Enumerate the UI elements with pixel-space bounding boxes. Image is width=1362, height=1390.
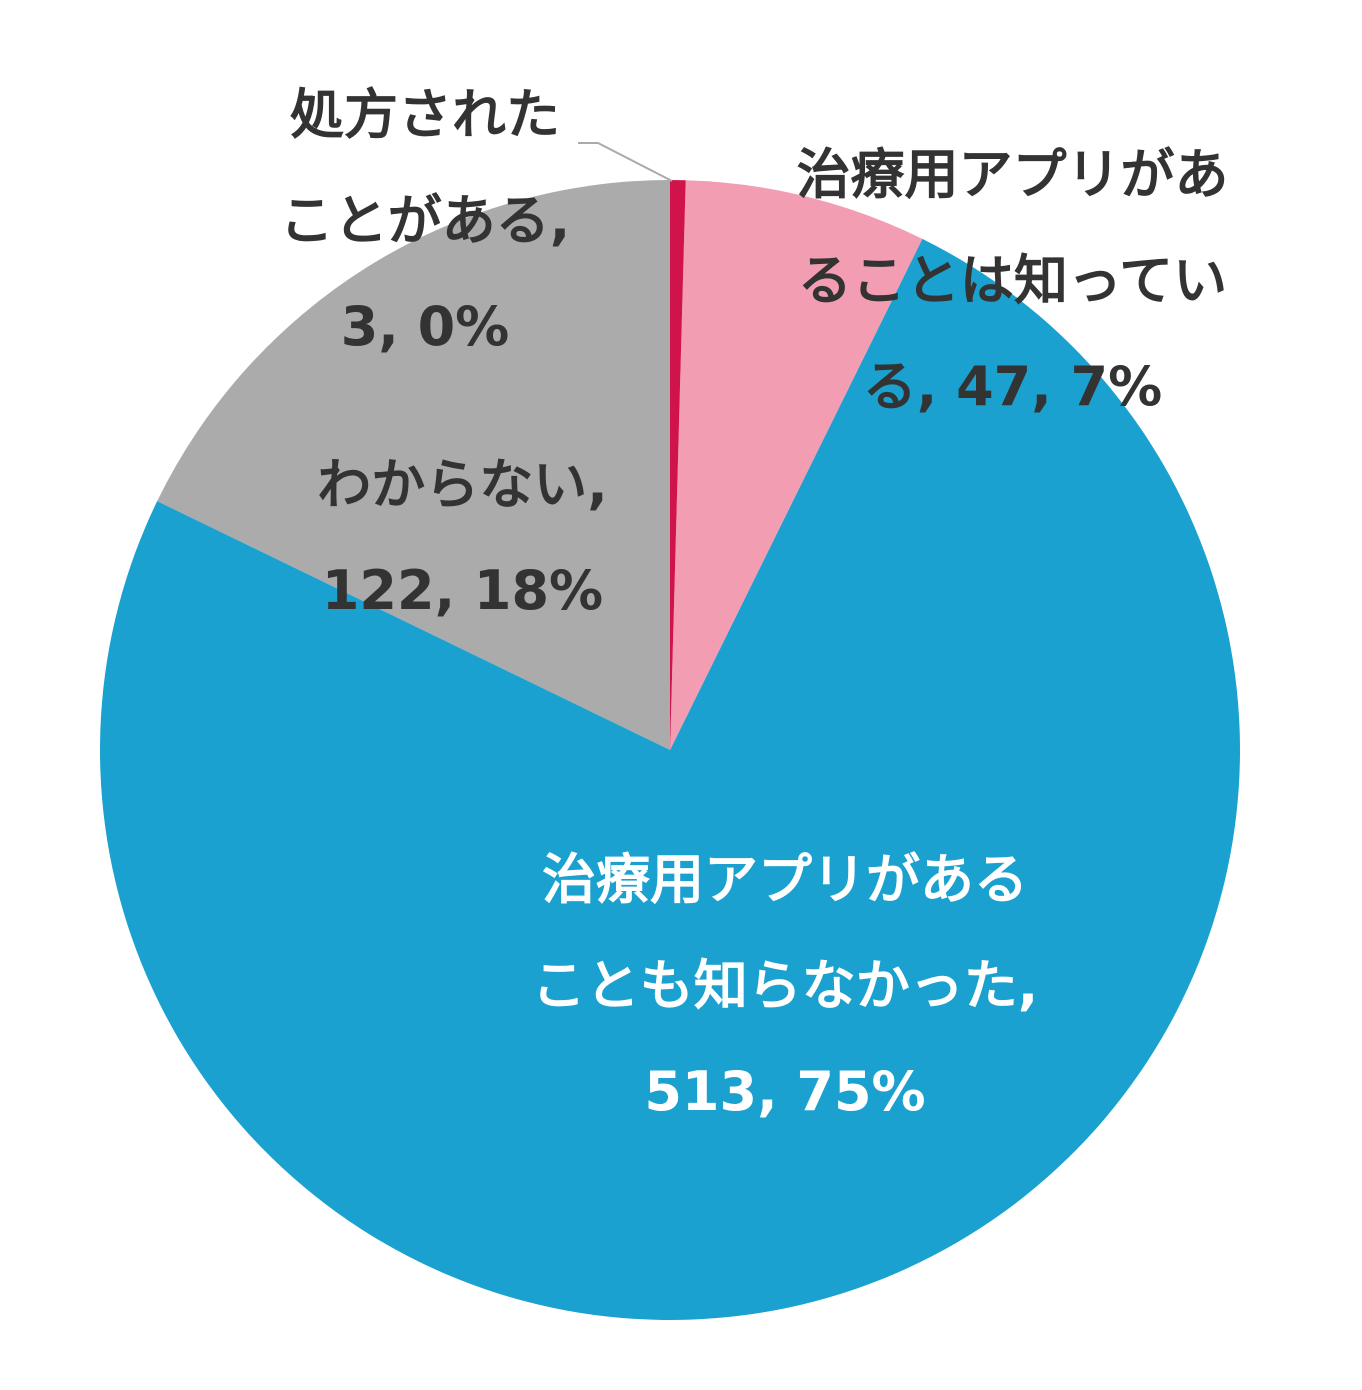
category-label: 治療用アプリがあることも知らなかった: [531, 848, 1028, 1017]
leader-line: [578, 142, 673, 182]
label-separator: ,: [1017, 954, 1039, 1017]
label-separator: ,: [549, 189, 571, 252]
data-label: 治療用アプリがあることは知っている, 47, 7%: [780, 122, 1245, 440]
category-label: わからない: [317, 453, 588, 516]
data-label: わからない, 122, 18%: [295, 432, 630, 644]
data-label: 処方されたことがある, 3, 0%: [275, 62, 575, 380]
label-separator: ,: [916, 355, 957, 418]
data-label: 治療用アプリがあることも知らなかった, 513, 75%: [520, 827, 1050, 1145]
pie-slice: [99, 238, 1240, 1320]
category-label: 治療用アプリがあることは知っている: [796, 143, 1229, 418]
value-label: 513, 75%: [644, 1060, 926, 1123]
pie-slice: [670, 180, 923, 750]
value-label: 3, 0%: [340, 295, 510, 358]
pie-slice: [157, 180, 670, 750]
value-label: 47, 7%: [956, 355, 1163, 418]
pie-slice: [670, 180, 686, 750]
value-label: 122, 18%: [321, 559, 604, 622]
label-separator: ,: [587, 453, 608, 516]
category-label: 処方されたことがある: [279, 83, 560, 252]
